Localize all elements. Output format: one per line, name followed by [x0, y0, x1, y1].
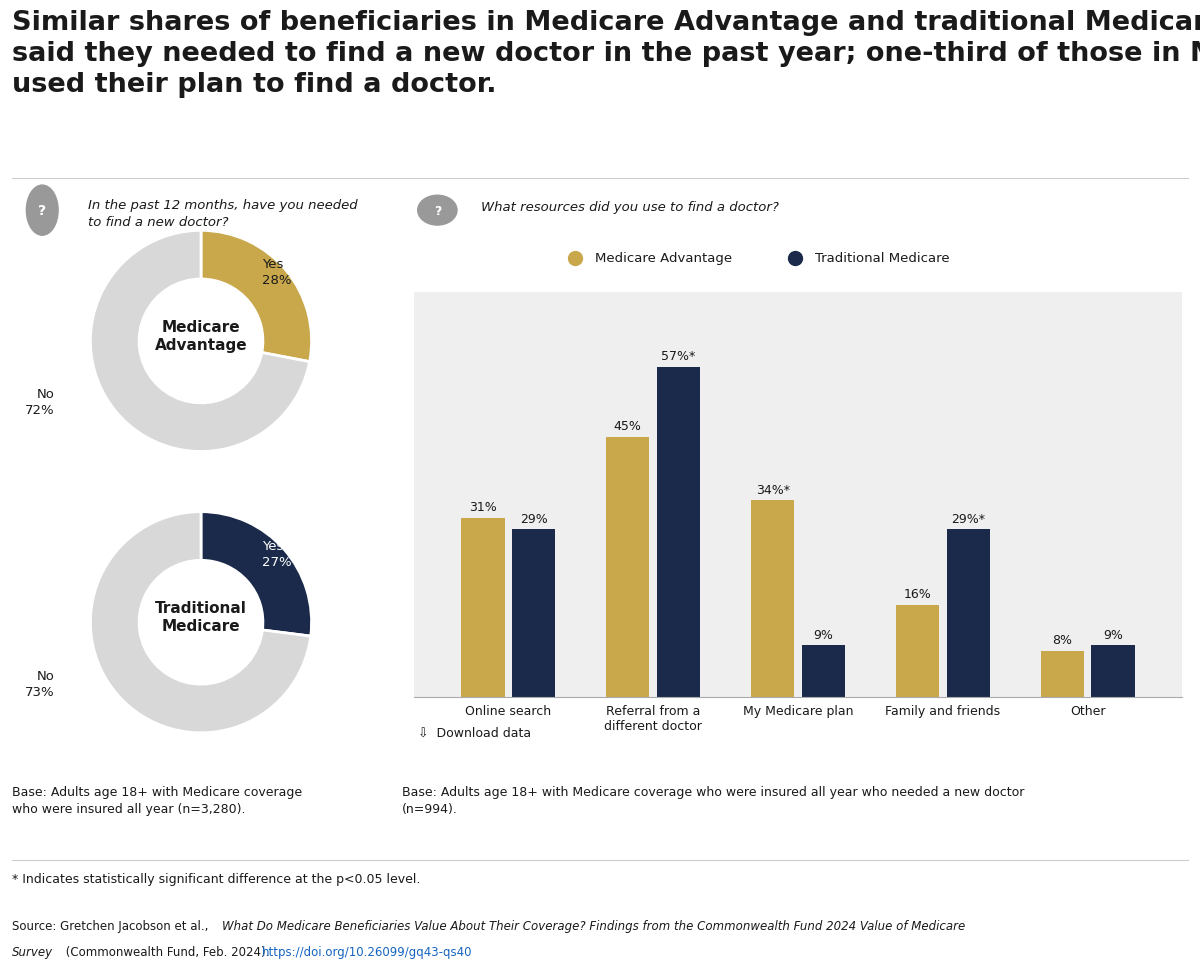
Text: Base: Adults age 18+ with Medicare coverage who were insured all year who needed: Base: Adults age 18+ with Medicare cover…: [402, 785, 1025, 815]
Text: 8%: 8%: [1052, 634, 1073, 646]
Circle shape: [26, 186, 58, 236]
Text: 31%: 31%: [469, 501, 497, 514]
Text: Source: Gretchen Jacobson et al.,: Source: Gretchen Jacobson et al.,: [12, 919, 212, 931]
Bar: [896, 605, 940, 698]
Text: Survey: Survey: [12, 945, 53, 957]
Text: No
72%: No 72%: [25, 388, 54, 417]
Circle shape: [418, 196, 457, 226]
Text: No
73%: No 73%: [25, 669, 54, 698]
Wedge shape: [200, 232, 312, 362]
Text: * Indicates statistically significant difference at the p<0.05 level.: * Indicates statistically significant di…: [12, 872, 420, 885]
Text: Yes
28%: Yes 28%: [262, 258, 292, 287]
Text: Medicare Advantage: Medicare Advantage: [594, 252, 732, 266]
Text: 9%: 9%: [814, 628, 833, 641]
Bar: [656, 367, 700, 698]
Wedge shape: [200, 512, 312, 637]
Wedge shape: [90, 232, 310, 452]
Text: 34%*: 34%*: [756, 484, 790, 496]
Text: (Commonwealth Fund, Feb. 2024).: (Commonwealth Fund, Feb. 2024).: [62, 945, 274, 957]
Text: Traditional Medicare: Traditional Medicare: [815, 252, 949, 266]
Bar: [751, 501, 794, 698]
Text: What Do Medicare Beneficiaries Value About Their Coverage? Findings from the Com: What Do Medicare Beneficiaries Value Abo…: [222, 919, 965, 931]
Text: What resources did you use to find a doctor?: What resources did you use to find a doc…: [480, 201, 779, 214]
Bar: [947, 530, 990, 698]
Text: ?: ?: [38, 203, 47, 218]
Bar: [512, 530, 556, 698]
Text: ?: ?: [433, 204, 442, 217]
Text: Base: Adults age 18+ with Medicare coverage
who were insured all year (n=3,280).: Base: Adults age 18+ with Medicare cover…: [12, 785, 302, 815]
Text: 29%: 29%: [520, 513, 547, 525]
Bar: [606, 437, 649, 698]
Text: In the past 12 months, have you needed
to find a new doctor?: In the past 12 months, have you needed t…: [88, 199, 358, 229]
Text: https://doi.org/10.26099/gq43-qs40: https://doi.org/10.26099/gq43-qs40: [262, 945, 472, 957]
Bar: [802, 645, 845, 698]
Text: 9%: 9%: [1103, 628, 1123, 641]
Wedge shape: [90, 512, 311, 733]
Text: Traditional
Medicare: Traditional Medicare: [155, 600, 247, 634]
Text: 29%*: 29%*: [952, 513, 985, 525]
Text: 16%: 16%: [904, 587, 931, 601]
Text: Yes
27%: Yes 27%: [262, 539, 292, 568]
Bar: [1040, 651, 1084, 698]
Text: 45%: 45%: [613, 420, 642, 432]
Text: 57%*: 57%*: [661, 350, 696, 363]
Text: ⇩  Download data: ⇩ Download data: [418, 726, 530, 738]
Bar: [461, 518, 504, 698]
Text: Similar shares of beneficiaries in Medicare Advantage and traditional Medicare
s: Similar shares of beneficiaries in Medic…: [12, 10, 1200, 98]
Bar: [1092, 645, 1135, 698]
Text: Medicare
Advantage: Medicare Advantage: [155, 319, 247, 353]
